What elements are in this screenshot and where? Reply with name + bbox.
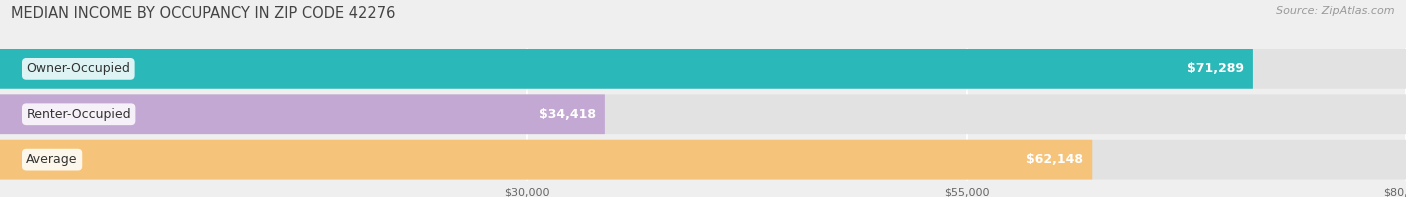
Text: Average: Average [27,153,77,166]
Text: Owner-Occupied: Owner-Occupied [27,62,131,75]
Text: Renter-Occupied: Renter-Occupied [27,108,131,121]
FancyBboxPatch shape [0,94,1406,134]
Text: Source: ZipAtlas.com: Source: ZipAtlas.com [1277,6,1395,16]
FancyBboxPatch shape [0,94,605,134]
Text: $34,418: $34,418 [538,108,596,121]
FancyBboxPatch shape [0,49,1253,89]
FancyBboxPatch shape [0,140,1092,179]
FancyBboxPatch shape [0,140,1406,179]
Text: $62,148: $62,148 [1026,153,1084,166]
Text: $71,289: $71,289 [1187,62,1244,75]
Text: MEDIAN INCOME BY OCCUPANCY IN ZIP CODE 42276: MEDIAN INCOME BY OCCUPANCY IN ZIP CODE 4… [11,6,395,21]
FancyBboxPatch shape [0,49,1406,89]
